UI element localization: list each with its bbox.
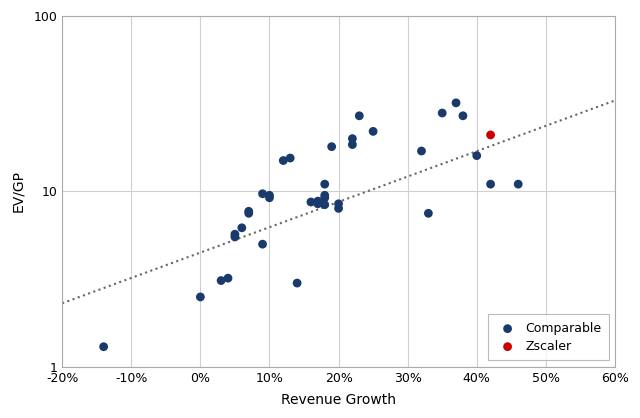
Comparable: [244, 210, 254, 217]
Comparable: [244, 208, 254, 215]
Comparable: [333, 201, 344, 207]
Comparable: [472, 152, 482, 159]
Comparable: [216, 277, 226, 284]
Comparable: [348, 135, 358, 142]
Comparable: [368, 128, 378, 135]
Comparable: [313, 198, 323, 204]
Comparable: [99, 343, 109, 350]
Legend: Comparable, Zscaler: Comparable, Zscaler: [488, 314, 609, 360]
Comparable: [264, 194, 275, 201]
Comparable: [319, 192, 330, 199]
Comparable: [319, 201, 330, 208]
Comparable: [306, 199, 316, 205]
Comparable: [319, 194, 330, 201]
Comparable: [354, 112, 364, 119]
Comparable: [292, 280, 302, 286]
Comparable: [230, 234, 240, 240]
Comparable: [278, 157, 289, 164]
Comparable: [513, 181, 524, 188]
X-axis label: Revenue Growth: Revenue Growth: [281, 393, 396, 407]
Zscaler: [486, 132, 496, 138]
Comparable: [458, 112, 468, 119]
Comparable: [313, 199, 323, 206]
Comparable: [451, 99, 461, 106]
Comparable: [423, 210, 433, 217]
Comparable: [333, 205, 344, 212]
Comparable: [319, 181, 330, 188]
Comparable: [326, 143, 337, 150]
Comparable: [257, 241, 268, 247]
Comparable: [348, 141, 358, 148]
Comparable: [313, 201, 323, 207]
Y-axis label: EV/GP: EV/GP: [11, 171, 25, 212]
Comparable: [257, 190, 268, 197]
Comparable: [417, 148, 427, 154]
Comparable: [486, 181, 496, 188]
Comparable: [195, 293, 205, 300]
Comparable: [264, 192, 275, 199]
Comparable: [437, 110, 447, 116]
Comparable: [230, 231, 240, 237]
Comparable: [285, 155, 295, 161]
Comparable: [223, 275, 233, 281]
Comparable: [237, 224, 247, 231]
